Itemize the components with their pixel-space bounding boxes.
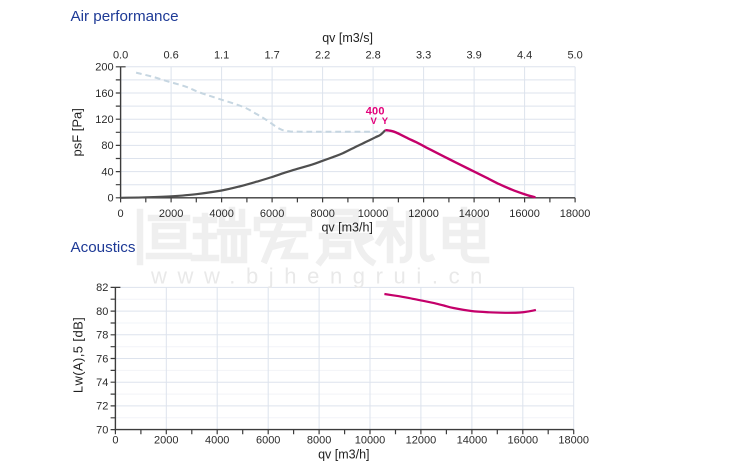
- svg-text:8000: 8000: [307, 434, 331, 446]
- svg-text:www.bjhengrui.cn: www.bjhengrui.cn: [150, 264, 493, 289]
- svg-text:0: 0: [118, 208, 124, 220]
- svg-text:70: 70: [96, 424, 108, 436]
- svg-text:6000: 6000: [260, 208, 284, 220]
- svg-text:0: 0: [112, 434, 118, 446]
- svg-text:2.2: 2.2: [315, 49, 330, 61]
- svg-text:0.0: 0.0: [113, 49, 128, 61]
- svg-text:16000: 16000: [508, 434, 539, 446]
- svg-text:200: 200: [95, 62, 113, 74]
- svg-text:qv [m3/s]: qv [m3/s]: [322, 31, 373, 45]
- svg-text:40: 40: [101, 166, 113, 178]
- svg-text:14000: 14000: [457, 434, 488, 446]
- svg-text:0: 0: [107, 193, 113, 205]
- svg-text:4.4: 4.4: [517, 49, 532, 61]
- svg-text:8000: 8000: [310, 208, 334, 220]
- svg-text:2000: 2000: [154, 434, 178, 446]
- svg-text:psF [Pa]: psF [Pa]: [70, 108, 85, 156]
- svg-text:Lw(A),5 [dB]: Lw(A),5 [dB]: [71, 317, 86, 393]
- svg-text:12000: 12000: [408, 208, 439, 220]
- svg-text:82: 82: [96, 282, 108, 294]
- svg-text:6000: 6000: [256, 434, 280, 446]
- svg-text:qv [m3/h]: qv [m3/h]: [321, 220, 372, 234]
- svg-text:120: 120: [95, 114, 113, 126]
- svg-text:1.7: 1.7: [264, 49, 279, 61]
- svg-text:400: 400: [366, 106, 385, 118]
- svg-text:80: 80: [101, 140, 113, 152]
- svg-text:2000: 2000: [159, 208, 183, 220]
- svg-text:4000: 4000: [205, 434, 229, 446]
- svg-text:qv [m3/h]: qv [m3/h]: [318, 447, 369, 461]
- svg-text:Air performance: Air performance: [71, 8, 179, 25]
- svg-text:V Y: V Y: [371, 116, 390, 127]
- svg-text:76: 76: [96, 353, 108, 365]
- svg-text:3.3: 3.3: [416, 49, 431, 61]
- svg-text:10000: 10000: [355, 434, 386, 446]
- svg-text:5.0: 5.0: [567, 49, 582, 61]
- svg-text:160: 160: [95, 88, 113, 100]
- svg-text:14000: 14000: [459, 208, 490, 220]
- svg-text:72: 72: [96, 401, 108, 413]
- svg-text:1.1: 1.1: [214, 49, 229, 61]
- svg-text:18000: 18000: [558, 434, 589, 446]
- svg-text:Acoustics: Acoustics: [71, 239, 136, 256]
- svg-text:80: 80: [96, 306, 108, 318]
- svg-text:12000: 12000: [406, 434, 437, 446]
- svg-text:10000: 10000: [358, 208, 389, 220]
- svg-text:16000: 16000: [509, 208, 540, 220]
- svg-text:2.8: 2.8: [365, 49, 380, 61]
- svg-text:78: 78: [96, 330, 108, 342]
- svg-text:18000: 18000: [560, 208, 591, 220]
- svg-text:74: 74: [96, 377, 108, 389]
- svg-text:4000: 4000: [209, 208, 233, 220]
- svg-text:0.6: 0.6: [163, 49, 178, 61]
- svg-text:3.9: 3.9: [466, 49, 481, 61]
